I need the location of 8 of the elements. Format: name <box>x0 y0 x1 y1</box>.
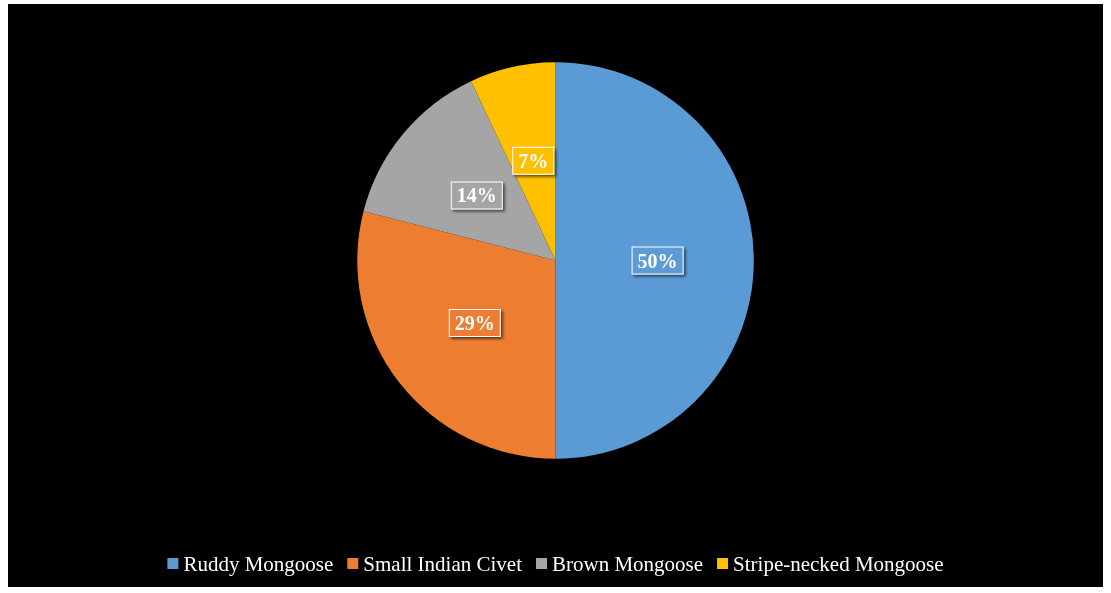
legend-label: Ruddy Mongoose <box>183 551 334 576</box>
data-label: 14% <box>456 184 497 207</box>
legend-label: Stripe-necked Mongoose <box>733 551 944 576</box>
data-label: 7% <box>518 149 549 172</box>
legend-label: Brown Mongoose <box>551 551 704 576</box>
legend-label: Small Indian Civet <box>363 551 523 576</box>
data-label: 50% <box>637 249 678 272</box>
data-label: 29% <box>454 312 495 335</box>
